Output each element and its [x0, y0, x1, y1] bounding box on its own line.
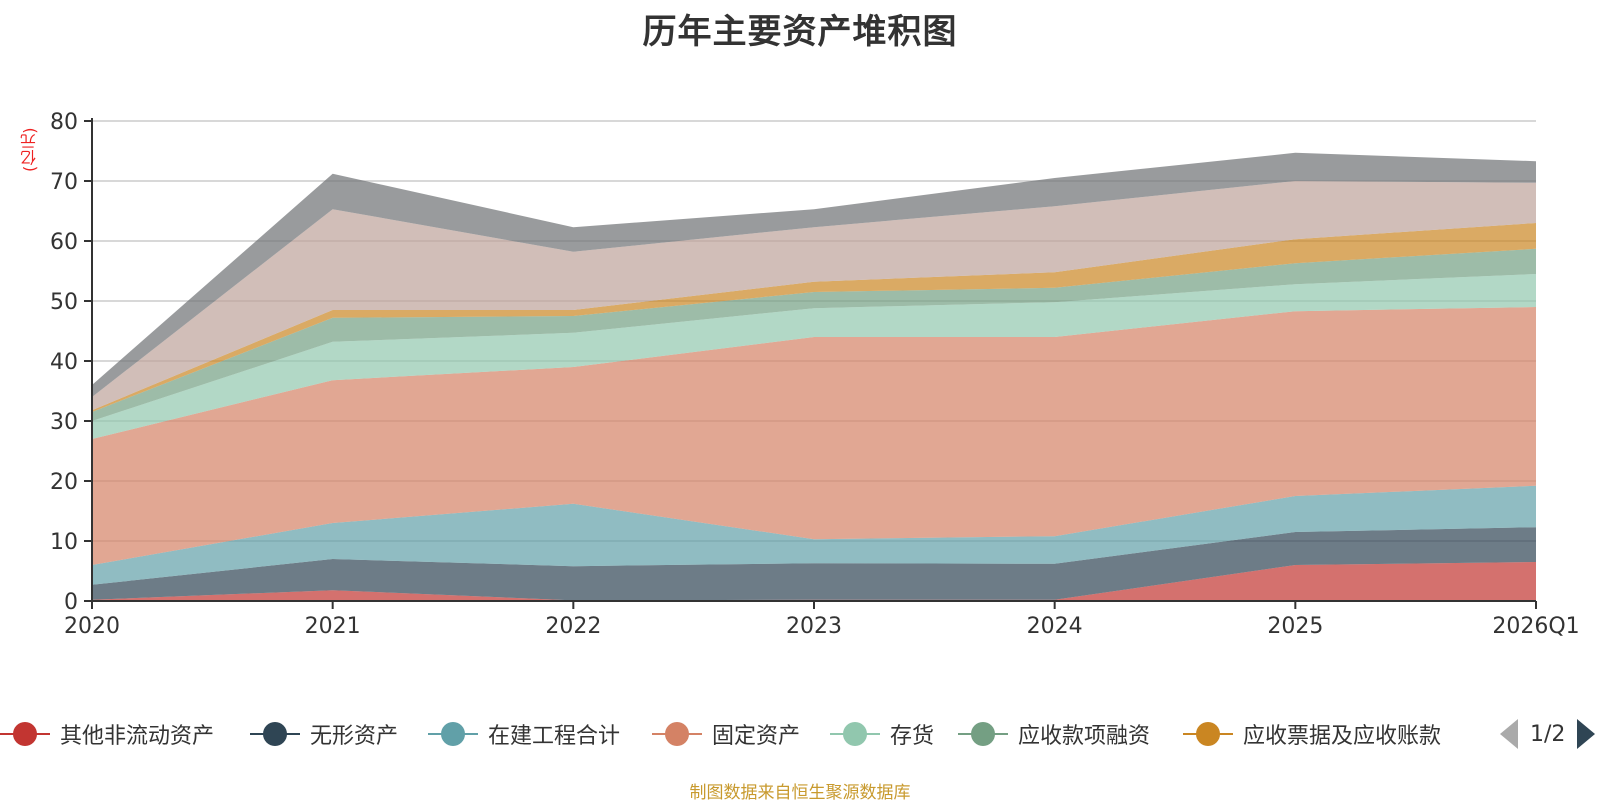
x-tick-label: 2023 — [786, 614, 842, 639]
y-tick-label: 60 — [50, 230, 78, 255]
y-tick-label: 40 — [50, 350, 78, 375]
legend-pager: 1/2 — [1500, 716, 1596, 752]
area-series-8 — [92, 152, 1536, 397]
area-series — [92, 152, 1536, 601]
legend-marker-icon — [0, 716, 50, 752]
y-tick-label: 10 — [50, 530, 78, 555]
y-tick-label: 30 — [50, 410, 78, 435]
y-tick-label: 70 — [50, 170, 78, 195]
area-series-4 — [92, 274, 1536, 439]
legend-marker-icon — [830, 716, 880, 752]
legend-label: 无形资产 — [310, 724, 399, 749]
legend-label: 其他非流动资产 — [60, 724, 215, 749]
area-series-1 — [92, 527, 1536, 601]
legend-label: 存货 — [890, 724, 935, 749]
y-tick-label: 80 — [50, 110, 78, 135]
legend-marker-icon — [428, 716, 478, 752]
legend-next-page-icon[interactable] — [1577, 719, 1596, 749]
chart-title: 历年主要资产堆积图 — [642, 12, 958, 52]
data-source-footer: 制图数据来自恒生聚源数据库 — [689, 783, 911, 803]
legend-label: 固定资产 — [712, 724, 801, 749]
area-series-3 — [92, 307, 1536, 565]
area-series-2 — [92, 485, 1536, 585]
area-series-5 — [92, 248, 1536, 421]
area-series-0 — [92, 562, 1536, 601]
legend-marker-icon — [1183, 716, 1233, 752]
legend-marker-icon — [652, 716, 702, 752]
x-tick-label: 2025 — [1267, 614, 1323, 639]
area-series-6 — [92, 223, 1536, 412]
y-tick-label: 20 — [50, 470, 78, 495]
legend-marker-icon — [250, 716, 300, 752]
legend-item[interactable]: 应收款项融资 — [958, 716, 1150, 752]
x-tick-label: 2020 — [64, 614, 120, 639]
legend: 其他非流动资产 无形资产 在建工程合计 固定资产 存货 应收款项融资 应收票据及应收账款 — [0, 716, 1600, 756]
legend-item[interactable]: 无形资产 — [250, 716, 398, 752]
legend-label: 应收款项融资 — [1018, 724, 1151, 749]
area-series-7 — [92, 181, 1536, 411]
legend-item[interactable]: 固定资产 — [652, 716, 800, 752]
x-tick-label: 2026Q1 — [1492, 614, 1579, 639]
legend-marker-icon — [958, 716, 1008, 752]
stacked-area-chart: 0 10 20 30 40 50 60 70 80 2020 2021 2022 2023 2024 202… — [50, 110, 1580, 639]
legend-page-indicator: 1/2 — [1530, 721, 1566, 747]
legend-item[interactable]: 存货 — [830, 716, 934, 752]
legend-item[interactable]: 其他非流动资产 — [0, 716, 214, 752]
axes: 0 10 20 30 40 50 60 70 80 2020 2021 2022 2023 2024 202… — [50, 110, 1580, 639]
y-tick-label: 0 — [64, 590, 78, 615]
legend-label: 应收票据及应收账款 — [1243, 724, 1442, 749]
x-tick-label: 2024 — [1027, 614, 1083, 639]
legend-item[interactable]: 应收票据及应收账款 — [1183, 716, 1441, 752]
y-tick-label: 50 — [50, 290, 78, 315]
x-tick-label: 2022 — [545, 614, 601, 639]
legend-label: 在建工程合计 — [488, 724, 621, 749]
legend-item[interactable]: 在建工程合计 — [428, 716, 620, 752]
legend-prev-page-icon[interactable] — [1500, 719, 1518, 749]
x-tick-label: 2021 — [305, 614, 361, 639]
